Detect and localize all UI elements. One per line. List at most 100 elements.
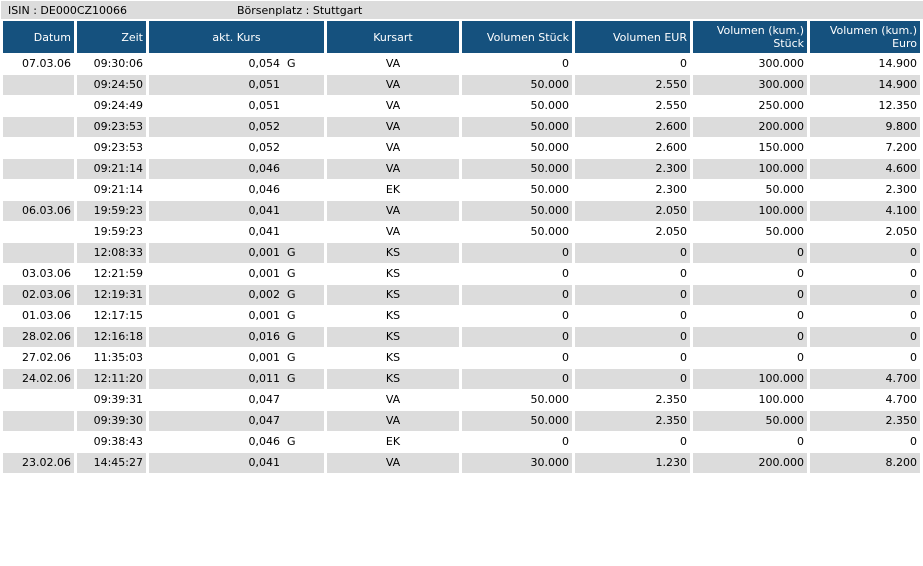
datum-cell [3, 117, 74, 137]
kurs-value: 0,001 [248, 351, 281, 364]
kurs-value: 0,002 [248, 288, 281, 301]
kurs-cell: 0,001 G [149, 264, 324, 284]
volumen-kum-stueck-cell: 300.000 [693, 54, 807, 74]
volumen-eur-cell: 0 [575, 306, 690, 326]
volumen-stueck-cell: 50.000 [462, 96, 572, 116]
table-row: 12:08:33 0,001 G KS 0 0 0 0 [3, 243, 920, 263]
datum-cell [3, 96, 74, 116]
datum-cell: 06.03.06 [3, 201, 74, 221]
volumen-kum-stueck-cell: 200.000 [693, 453, 807, 473]
datum-cell: 07.03.06 [3, 54, 74, 74]
volumen-eur-cell: 2.600 [575, 138, 690, 158]
volumen-kum-euro-cell: 0 [810, 432, 920, 452]
volumen-stueck-cell: 0 [462, 369, 572, 389]
volumen-kum-stueck-cell: 100.000 [693, 159, 807, 179]
volumen-kum-stueck-cell: 0 [693, 306, 807, 326]
kurs-flag: G [287, 372, 296, 385]
column-header-kursart: Kursart [327, 21, 459, 53]
kurs-flag: G [287, 330, 296, 343]
volumen-eur-cell: 0 [575, 264, 690, 284]
kurs-value: 0,041 [248, 225, 281, 238]
kurs-value: 0,047 [248, 393, 281, 406]
kurs-cell: 0,041 [149, 201, 324, 221]
volumen-kum-euro-cell: 0 [810, 264, 920, 284]
volumen-kum-stueck-cell: 150.000 [693, 138, 807, 158]
volumen-kum-euro-cell: 8.200 [810, 453, 920, 473]
volumen-stueck-cell: 30.000 [462, 453, 572, 473]
column-header-akt-kurs: akt. Kurs [149, 21, 324, 53]
table-row: 03.03.06 12:21:59 0,001 G KS 0 0 0 0 [3, 264, 920, 284]
kurs-cell: 0,041 [149, 453, 324, 473]
kursart-cell: VA [327, 201, 459, 221]
kurs-value: 0,054 [248, 57, 281, 70]
volumen-eur-cell: 0 [575, 327, 690, 347]
column-header-zeit: Zeit [77, 21, 146, 53]
table-row: 09:21:14 0,046 EK 50.000 2.300 50.000 2.… [3, 180, 920, 200]
datum-cell: 24.02.06 [3, 369, 74, 389]
datum-cell [3, 180, 74, 200]
kursart-cell: VA [327, 453, 459, 473]
table-row: 09:24:50 0,051 VA 50.000 2.550 300.000 1… [3, 75, 920, 95]
datum-cell: 28.02.06 [3, 327, 74, 347]
table-row: 01.03.06 12:17:15 0,001 G KS 0 0 0 0 [3, 306, 920, 326]
kurs-value: 0,046 [248, 183, 281, 196]
table-row: 09:38:43 0,046 G EK 0 0 0 0 [3, 432, 920, 452]
volumen-kum-stueck-cell: 50.000 [693, 411, 807, 431]
kursart-cell: EK [327, 432, 459, 452]
kurs-flag: G [287, 288, 296, 301]
volumen-eur-cell: 2.050 [575, 201, 690, 221]
kursart-cell: KS [327, 285, 459, 305]
kursart-cell: VA [327, 117, 459, 137]
datum-cell: 27.02.06 [3, 348, 74, 368]
column-header-volumen-kum-stueck: Volumen (kum.) Stück [693, 21, 807, 53]
volumen-stueck-cell: 50.000 [462, 117, 572, 137]
volumen-stueck-cell: 0 [462, 285, 572, 305]
kurs-value: 0,001 [248, 309, 281, 322]
volumen-kum-euro-cell: 9.800 [810, 117, 920, 137]
datum-cell [3, 390, 74, 410]
volumen-eur-cell: 0 [575, 369, 690, 389]
datum-cell [3, 138, 74, 158]
kurs-cell: 0,002 G [149, 285, 324, 305]
kurs-value: 0,016 [248, 330, 281, 343]
zeit-cell: 14:45:27 [77, 453, 146, 473]
volumen-eur-cell: 2.050 [575, 222, 690, 242]
column-header-volumen-stueck: Volumen Stück [462, 21, 572, 53]
volumen-stueck-cell: 0 [462, 432, 572, 452]
kurs-cell: 0,047 [149, 390, 324, 410]
volumen-kum-stueck-cell: 200.000 [693, 117, 807, 137]
kursart-cell: KS [327, 306, 459, 326]
datum-cell [3, 243, 74, 263]
isin-label: ISIN : DE000CZ10066 [8, 3, 128, 17]
volumen-stueck-cell: 0 [462, 264, 572, 284]
volumen-eur-cell: 0 [575, 243, 690, 263]
zeit-cell: 12:16:18 [77, 327, 146, 347]
kursart-cell: EK [327, 180, 459, 200]
volumen-kum-stueck-cell: 0 [693, 285, 807, 305]
column-header-volumen-kum-euro: Volumen (kum.) Euro [810, 21, 920, 53]
kurs-cell: 0,046 [149, 159, 324, 179]
volumen-kum-euro-cell: 0 [810, 285, 920, 305]
table-row: 09:23:53 0,052 VA 50.000 2.600 150.000 7… [3, 138, 920, 158]
kurs-value: 0,001 [248, 267, 281, 280]
kurs-cell: 0,001 G [149, 348, 324, 368]
table-row: 02.03.06 12:19:31 0,002 G KS 0 0 0 0 [3, 285, 920, 305]
datum-cell: 02.03.06 [3, 285, 74, 305]
kursart-cell: VA [327, 390, 459, 410]
kurs-value: 0,052 [248, 120, 281, 133]
kurs-cell: 0,051 [149, 75, 324, 95]
datum-cell [3, 222, 74, 242]
volumen-stueck-cell: 50.000 [462, 390, 572, 410]
volumen-kum-stueck-cell: 0 [693, 327, 807, 347]
table-row: 09:39:30 0,047 VA 50.000 2.350 50.000 2.… [3, 411, 920, 431]
table-row: 09:24:49 0,051 VA 50.000 2.550 250.000 1… [3, 96, 920, 116]
volumen-kum-stueck-cell: 0 [693, 432, 807, 452]
zeit-cell: 12:19:31 [77, 285, 146, 305]
volumen-kum-euro-cell: 0 [810, 327, 920, 347]
volumen-kum-stueck-cell: 100.000 [693, 369, 807, 389]
kurs-cell: 0,001 G [149, 243, 324, 263]
kursart-cell: VA [327, 54, 459, 74]
zeit-cell: 09:39:30 [77, 411, 146, 431]
kurs-value: 0,051 [248, 99, 281, 112]
volumen-eur-cell: 0 [575, 54, 690, 74]
